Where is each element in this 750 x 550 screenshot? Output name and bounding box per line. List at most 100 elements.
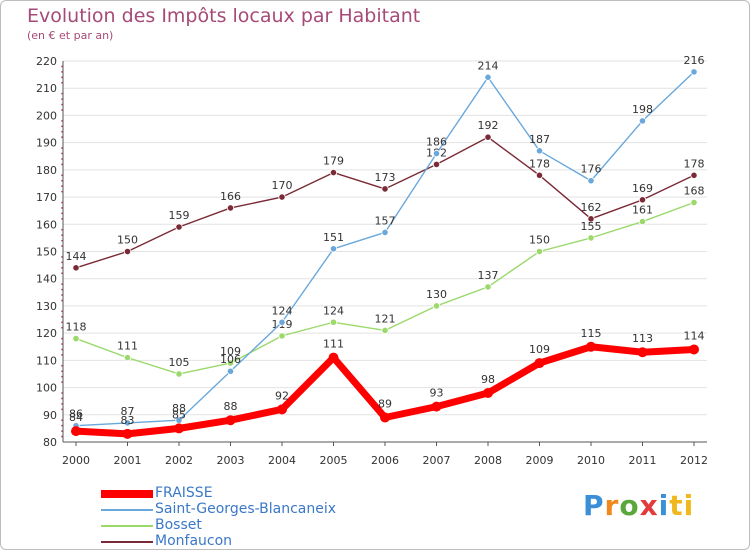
y-tick-label: 90 — [43, 409, 57, 422]
data-label: 85 — [172, 408, 186, 421]
data-point — [175, 370, 183, 378]
legend-label: Monfaucon — [155, 533, 233, 549]
data-point — [535, 171, 544, 179]
data-point — [174, 423, 184, 434]
data-point — [123, 419, 132, 427]
data-label: 92 — [275, 389, 289, 402]
y-minor-tick — [61, 207, 63, 209]
x-tick-label: 2006 — [371, 454, 399, 467]
y-minor-tick — [61, 430, 63, 433]
data-point — [71, 426, 81, 437]
data-label: 106 — [220, 353, 241, 366]
y-minor-tick — [61, 130, 63, 133]
data-label: 157 — [375, 214, 396, 227]
data-label: 144 — [66, 250, 87, 263]
y-minor-tick — [61, 392, 63, 394]
y-minor-tick — [61, 343, 63, 345]
data-label: 173 — [375, 171, 396, 184]
x-tick-label: 2007 — [423, 454, 451, 467]
data-label: 162 — [581, 201, 602, 214]
y-tick-label: 80 — [43, 436, 57, 449]
x-tick-label: 2005 — [320, 454, 348, 467]
data-label: 155 — [581, 220, 602, 233]
proxiti-logo: Proxiti — [583, 489, 694, 522]
legend-swatch — [101, 509, 153, 511]
y-minor-tick — [61, 152, 63, 155]
data-point — [587, 234, 595, 242]
data-label: 105 — [169, 356, 190, 369]
data-point — [226, 367, 235, 375]
x-tick-label: 2003 — [217, 454, 245, 467]
y-minor-tick — [61, 98, 63, 100]
legend-label: FRAISSE — [155, 485, 213, 501]
data-point — [587, 215, 595, 223]
data-label: 198 — [632, 103, 653, 116]
data-label: 111 — [323, 338, 344, 351]
data-label: 137 — [478, 269, 499, 282]
y-minor-tick — [61, 158, 63, 160]
logo-letter: x — [639, 489, 659, 522]
data-point — [690, 171, 698, 179]
y-minor-tick — [61, 65, 63, 68]
data-point — [690, 68, 698, 76]
data-label: 186 — [426, 136, 447, 149]
data-label: 168 — [684, 185, 705, 198]
y-minor-tick — [61, 119, 63, 122]
data-point — [123, 247, 132, 256]
y-minor-tick — [61, 272, 63, 275]
legend-swatch — [101, 541, 153, 543]
data-point — [122, 428, 133, 439]
data-label: 192 — [478, 119, 499, 132]
y-tick-label: 210 — [36, 82, 57, 95]
y-tick-label: 130 — [36, 300, 57, 313]
data-point — [638, 217, 647, 226]
y-tick-label: 170 — [36, 191, 57, 204]
data-label: 118 — [66, 321, 87, 334]
y-minor-tick — [61, 136, 63, 139]
data-point — [586, 341, 596, 352]
data-label: 151 — [323, 231, 344, 244]
y-tick-label: 190 — [36, 137, 57, 150]
y-minor-tick — [61, 185, 63, 188]
y-minor-tick — [61, 283, 63, 286]
y-minor-tick — [61, 81, 63, 84]
data-point — [484, 73, 492, 81]
data-point — [329, 245, 338, 253]
data-label: 176 — [581, 163, 602, 176]
x-tick-label: 2000 — [62, 454, 90, 467]
y-minor-tick — [61, 364, 63, 367]
data-label: 187 — [529, 133, 550, 146]
data-point — [329, 168, 338, 177]
data-point — [328, 352, 339, 363]
data-label: 179 — [323, 155, 344, 168]
y-minor-tick — [61, 435, 63, 438]
y-tick-label: 200 — [36, 109, 57, 122]
data-point — [638, 117, 647, 125]
y-minor-tick — [61, 245, 63, 247]
y-minor-tick — [61, 288, 63, 291]
data-label: 88 — [172, 402, 186, 415]
y-minor-tick — [61, 403, 63, 405]
chart-subtitle: (en € et par an) — [27, 29, 114, 42]
y-minor-tick — [61, 375, 63, 378]
data-label: 115 — [581, 327, 602, 340]
y-tick-label: 100 — [36, 382, 57, 395]
data-point — [226, 359, 235, 367]
y-minor-tick — [61, 70, 63, 73]
y-minor-tick — [61, 294, 63, 296]
data-label: 178 — [529, 157, 550, 170]
y-minor-tick — [61, 266, 63, 269]
data-label: 169 — [632, 182, 653, 195]
x-tick-label: 2004 — [268, 454, 296, 467]
y-minor-tick — [61, 261, 63, 264]
data-label: 87 — [121, 405, 135, 418]
legend-swatch — [101, 490, 153, 498]
data-label: 111 — [117, 340, 138, 353]
y-minor-tick — [61, 299, 63, 302]
data-label: 98 — [481, 373, 495, 386]
data-point — [329, 318, 338, 326]
y-tick-label: 110 — [36, 354, 57, 367]
data-label: 159 — [169, 209, 190, 222]
y-minor-tick — [61, 348, 63, 351]
